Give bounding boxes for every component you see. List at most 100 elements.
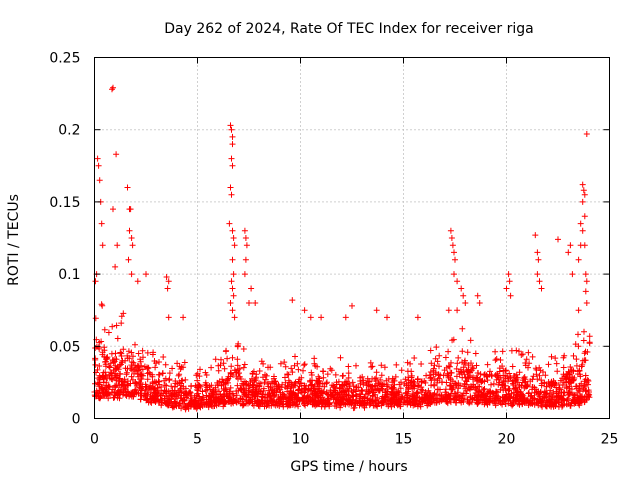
data-point [168, 396, 175, 403]
data-point [209, 387, 216, 394]
data-point [489, 389, 496, 396]
data-point [582, 357, 589, 364]
data-point [92, 278, 99, 285]
data-point [561, 389, 568, 396]
data-point [530, 373, 537, 380]
data-point [202, 387, 209, 394]
data-point [130, 393, 137, 400]
data-point [236, 365, 243, 372]
data-point [220, 360, 227, 367]
y-axis-label: ROTI / TECUs [6, 194, 22, 286]
data-point [583, 131, 590, 137]
data-point [447, 227, 454, 234]
data-point [428, 360, 435, 367]
data-point [579, 198, 586, 205]
data-point [488, 381, 494, 388]
data-point [432, 370, 439, 377]
data-point [194, 377, 201, 384]
data-point [467, 337, 474, 344]
data-point [342, 314, 349, 321]
data-point [314, 381, 321, 388]
data-point [548, 353, 555, 360]
data-point [104, 390, 111, 397]
data-point [320, 374, 327, 381]
data-point [277, 398, 284, 405]
x-axis-label: GPS time / hours [290, 459, 407, 475]
data-point [463, 367, 470, 374]
data-point [144, 376, 151, 383]
data-point [231, 242, 238, 249]
data-point [241, 361, 248, 368]
data-point [266, 390, 273, 397]
data-point [166, 377, 173, 384]
data-point [106, 363, 112, 370]
data-point [510, 395, 517, 402]
data-point [450, 392, 457, 399]
data-point [538, 377, 545, 384]
data-point [573, 356, 580, 363]
data-point [292, 353, 298, 360]
data-point [548, 378, 555, 385]
data-point [99, 242, 106, 249]
data-point [114, 335, 121, 342]
data-point [414, 389, 421, 396]
data-point [286, 399, 293, 405]
data-point [296, 376, 303, 383]
data-point [169, 365, 176, 372]
data-point [565, 249, 572, 256]
data-point [559, 382, 566, 389]
data-point [156, 359, 162, 365]
data-point [475, 383, 481, 390]
data-point [357, 378, 364, 384]
data-point [569, 271, 576, 278]
data-point [516, 348, 522, 355]
data-point [284, 382, 291, 389]
data-point [117, 389, 124, 396]
data-point [570, 352, 577, 359]
data-point [176, 400, 183, 407]
data-point [191, 394, 198, 401]
data-point [163, 274, 170, 280]
data-point [348, 398, 354, 405]
data-point [469, 364, 476, 371]
data-point [585, 378, 592, 384]
data-point [311, 355, 318, 362]
data-point [118, 359, 125, 366]
data-point [481, 385, 488, 392]
plot-frame [94, 57, 610, 419]
data-point [158, 402, 165, 409]
data-point [271, 392, 278, 399]
data-point [381, 364, 388, 371]
data-point [144, 349, 151, 356]
data-point [442, 386, 449, 393]
data-point [452, 399, 459, 406]
data-point [541, 394, 548, 401]
data-point [397, 403, 404, 410]
data-point [448, 235, 455, 241]
data-point [560, 354, 567, 361]
data-point [284, 371, 291, 378]
data-point [431, 362, 438, 369]
data-point [580, 386, 586, 393]
data-point [122, 391, 129, 398]
data-point [521, 374, 528, 380]
data-point [125, 348, 132, 355]
data-point [271, 373, 277, 380]
data-point [373, 369, 380, 376]
data-point [162, 361, 169, 368]
data-point [143, 271, 149, 278]
data-point [140, 372, 146, 379]
data-point [271, 380, 278, 387]
data-point [497, 357, 504, 363]
data-point [313, 400, 320, 407]
data-point [217, 362, 224, 369]
data-point [460, 292, 467, 299]
data-point [265, 383, 272, 390]
data-point [151, 358, 158, 364]
data-point [572, 341, 579, 348]
data-point [118, 350, 125, 357]
data-point [430, 367, 437, 374]
data-point [289, 369, 296, 376]
data-point [531, 389, 538, 396]
data-point [519, 377, 526, 384]
